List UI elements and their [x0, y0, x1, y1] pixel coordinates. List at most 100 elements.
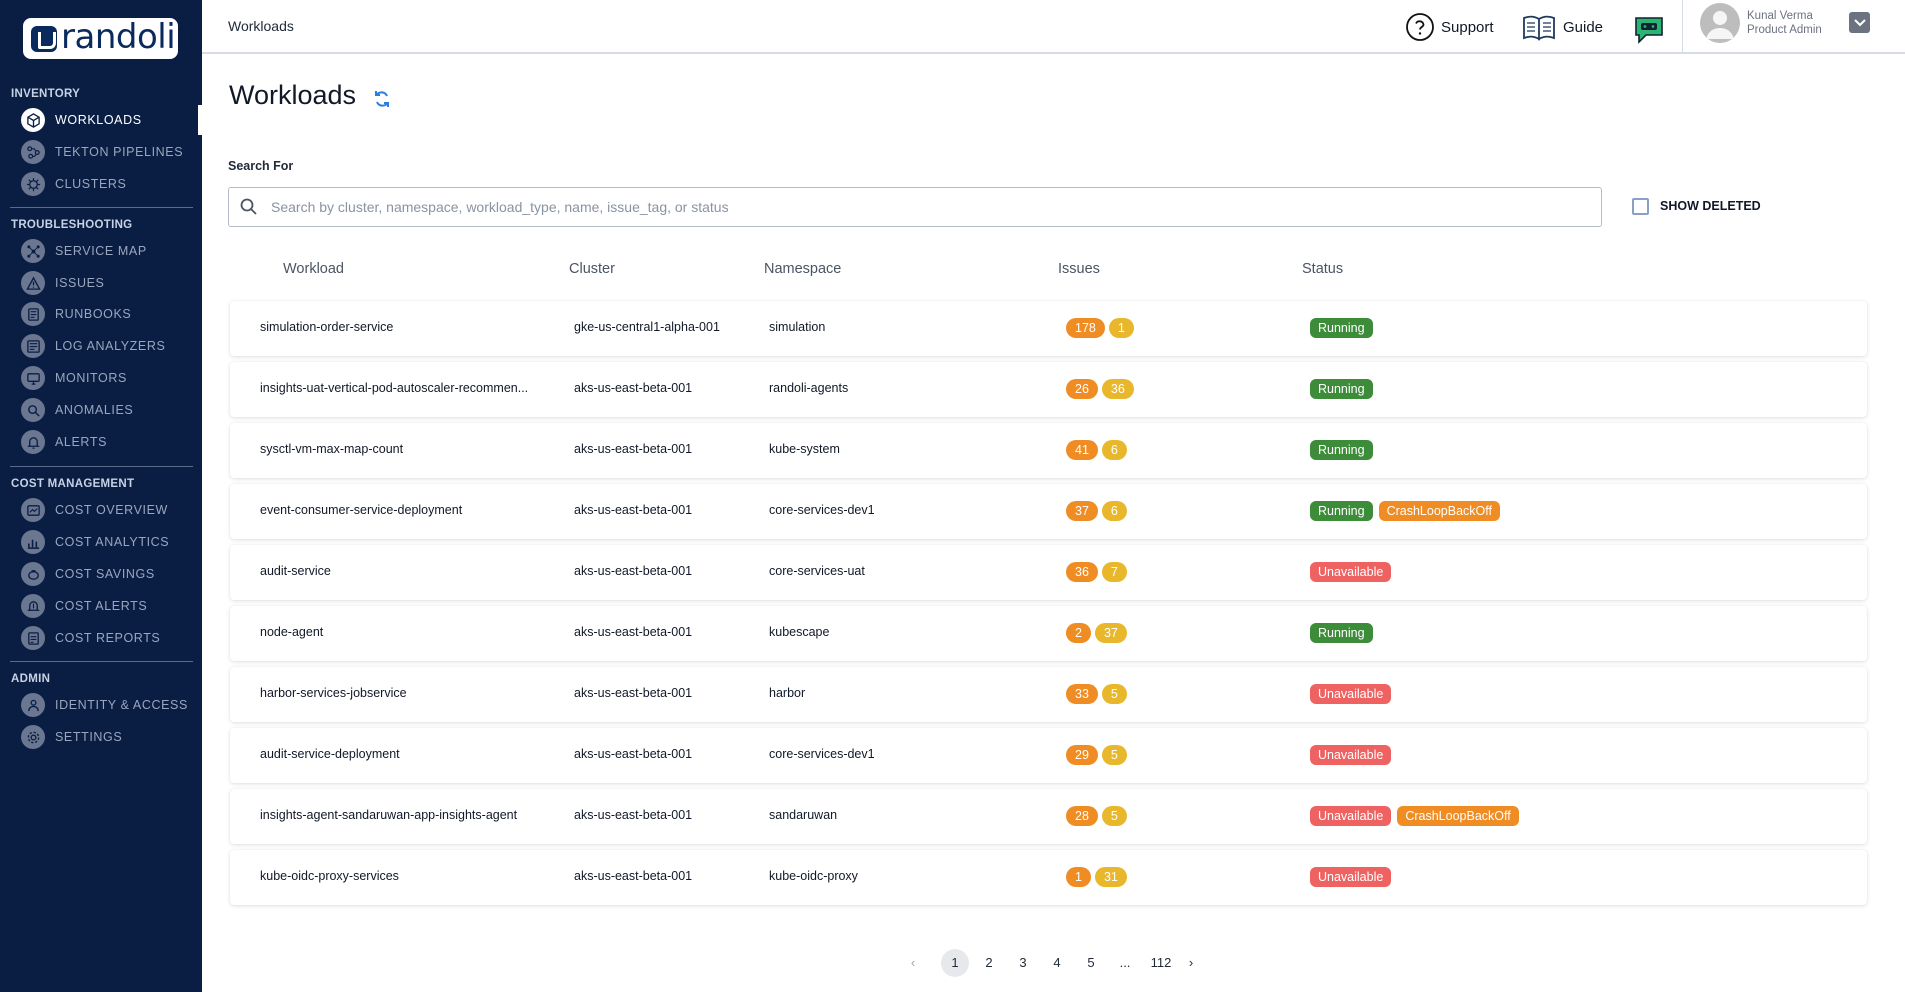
page-button[interactable]: 4 [1053, 955, 1061, 970]
sidebar-item-runbooks[interactable]: RUNBOOKS [21, 301, 202, 327]
sidebar-item-label: COST REPORTS [55, 631, 161, 645]
column-header-workload[interactable]: Workload [283, 261, 344, 277]
issues-cell: 178 1 [1066, 318, 1134, 338]
chatbot-button[interactable] [1632, 12, 1672, 46]
table-row[interactable]: event-consumer-service-deployment aks-us-… [230, 484, 1867, 539]
table-row[interactable]: node-agent aks-us-east-beta-001 kubescape 2… [230, 606, 1867, 661]
issue-count-warning[interactable]: 5 [1101, 745, 1127, 765]
issue-count-warning[interactable]: 36 [1101, 379, 1134, 399]
search-input[interactable] [271, 199, 1571, 215]
randoli-logo[interactable]: randoli [23, 18, 178, 59]
status-cell: Running [1310, 379, 1373, 399]
workload-name[interactable]: audit-service-deployment [260, 747, 400, 761]
sidebar-item-label: COST OVERVIEW [55, 503, 168, 517]
user-menu-button[interactable] [1849, 12, 1870, 33]
book-icon [21, 302, 45, 326]
sidebar-item-label: IDENTITY & ACCESS [55, 698, 188, 712]
table-row[interactable]: audit-service-deployment aks-us-east-beta… [230, 728, 1867, 783]
prev-page-button[interactable]: ‹ [910, 955, 916, 970]
sidebar-item-alerts[interactable]: ALERTS [21, 429, 202, 455]
issue-count-warning[interactable]: 7 [1101, 562, 1127, 582]
issue-count-warning[interactable]: 6 [1101, 501, 1127, 521]
issue-count-warning[interactable]: 6 [1101, 440, 1127, 460]
issue-count-critical[interactable]: 178 [1066, 318, 1105, 338]
table-row[interactable]: insights-uat-vertical-pod-autoscaler-rec… [230, 362, 1867, 417]
sidebar-item-label: SERVICE MAP [55, 244, 147, 258]
issue-count-warning[interactable]: 1 [1108, 318, 1134, 338]
sidebar-item-cost-reports[interactable]: COST REPORTS [21, 625, 202, 651]
nav-divider [10, 661, 193, 662]
log-icon [21, 334, 45, 358]
workload-name[interactable]: node-agent [260, 625, 324, 639]
workload-name[interactable]: harbor-services-jobservice [260, 686, 407, 700]
status-cell: Unavailable [1310, 684, 1392, 704]
show-deleted-label[interactable]: SHOW DELETED [1660, 199, 1761, 213]
table-row[interactable]: audit-service aks-us-east-beta-001 core-se… [230, 545, 1867, 600]
issue-count-critical[interactable]: 2 [1066, 623, 1091, 643]
sidebar-item-cost-analytics[interactable]: COST ANALYTICS [21, 529, 202, 555]
sidebar-item-cost-savings[interactable]: COST SAVINGS [21, 561, 202, 587]
workload-name[interactable]: simulation-order-service [260, 320, 394, 334]
workload-name[interactable]: insights-uat-vertical-pod-autoscaler-rec… [260, 381, 529, 395]
sidebar-item-cost-alerts[interactable]: COST ALERTS [21, 593, 202, 619]
sidebar-item-workloads[interactable]: WORKLOADS [21, 105, 202, 135]
guide-label: Guide [1563, 18, 1604, 36]
issue-count-critical[interactable]: 29 [1066, 745, 1098, 765]
column-header-issues[interactable]: Issues [1058, 261, 1100, 277]
breadcrumb[interactable]: Workloads [228, 18, 294, 34]
guide-link[interactable]: Guide [1521, 12, 1603, 42]
issue-count-critical[interactable]: 1 [1066, 867, 1091, 887]
status-badge: Running [1310, 379, 1373, 399]
sidebar-item-label: ISSUES [55, 276, 105, 290]
column-header-cluster[interactable]: Cluster [569, 261, 615, 277]
issue-count-critical[interactable]: 33 [1066, 684, 1098, 704]
sidebar-item-monitors[interactable]: MONITORS [21, 365, 202, 391]
issue-count-warning[interactable]: 5 [1101, 684, 1127, 704]
column-header-status[interactable]: Status [1302, 261, 1344, 277]
issue-count-critical[interactable]: 41 [1066, 440, 1098, 460]
column-header-namespace[interactable]: Namespace [764, 261, 842, 277]
page-button[interactable]: 2 [985, 955, 993, 970]
sidebar-item-log-analyzers[interactable]: LOG ANALYZERS [21, 333, 202, 359]
table-row[interactable]: simulation-order-service gke-us-central1-… [230, 301, 1867, 356]
workload-name[interactable]: insights-agent-sandaruwan-app-insights-a… [260, 808, 518, 822]
workload-name[interactable]: event-consumer-service-deployment [260, 503, 463, 517]
logo-mark-icon [31, 25, 57, 52]
sidebar-item-label: ANOMALIES [55, 403, 134, 417]
user-icon [1706, 11, 1734, 39]
sidebar-item-clusters[interactable]: CLUSTERS [21, 171, 202, 197]
workload-name[interactable]: kube-oidc-proxy-services [260, 869, 399, 883]
issues-cell: 2 37 [1066, 623, 1127, 643]
issue-count-critical[interactable]: 26 [1066, 379, 1098, 399]
dollar-bell-icon [21, 594, 45, 618]
issue-count-critical[interactable]: 37 [1066, 501, 1098, 521]
workload-name[interactable]: sysctl-vm-max-map-count [260, 442, 404, 456]
sidebar-item-identity-access[interactable]: IDENTITY & ACCESS [21, 692, 202, 718]
issue-count-critical[interactable]: 28 [1066, 806, 1098, 826]
show-deleted-checkbox[interactable] [1632, 198, 1649, 215]
issue-count-critical[interactable]: 36 [1066, 562, 1098, 582]
next-page-button[interactable]: › [1188, 955, 1194, 970]
sidebar-item-issues[interactable]: ISSUES [21, 270, 202, 296]
refresh-icon[interactable] [372, 89, 392, 109]
sidebar-item-service-map[interactable]: SERVICE MAP [21, 238, 202, 264]
cube-icon [21, 108, 45, 132]
issue-count-warning[interactable]: 31 [1094, 867, 1127, 887]
sidebar-item-settings[interactable]: SETTINGS [21, 724, 202, 750]
sidebar-item-cost-overview[interactable]: COST OVERVIEW [21, 497, 202, 523]
sidebar-item-anomalies[interactable]: ANOMALIES [21, 397, 202, 423]
workload-name[interactable]: audit-service [260, 564, 331, 578]
page-button[interactable]: 1 [941, 949, 969, 977]
user-avatar[interactable] [1700, 3, 1740, 43]
table-row[interactable]: kube-oidc-proxy-services aks-us-east-beta… [230, 850, 1867, 905]
issue-count-warning[interactable]: 5 [1101, 806, 1127, 826]
page-button[interactable]: 5 [1087, 955, 1095, 970]
page-button[interactable]: 112 [1150, 955, 1172, 970]
sidebar-item-tekton-pipelines[interactable]: TEKTON PIPELINES [21, 139, 202, 165]
table-row[interactable]: sysctl-vm-max-map-count aks-us-east-beta-… [230, 423, 1867, 478]
issue-count-warning[interactable]: 37 [1094, 623, 1127, 643]
page-button[interactable]: 3 [1019, 955, 1027, 970]
table-row[interactable]: harbor-services-jobservice aks-us-east-be… [230, 667, 1867, 722]
table-row[interactable]: insights-agent-sandaruwan-app-insights-a… [230, 789, 1867, 844]
support-link[interactable]: Support [1405, 12, 1494, 42]
